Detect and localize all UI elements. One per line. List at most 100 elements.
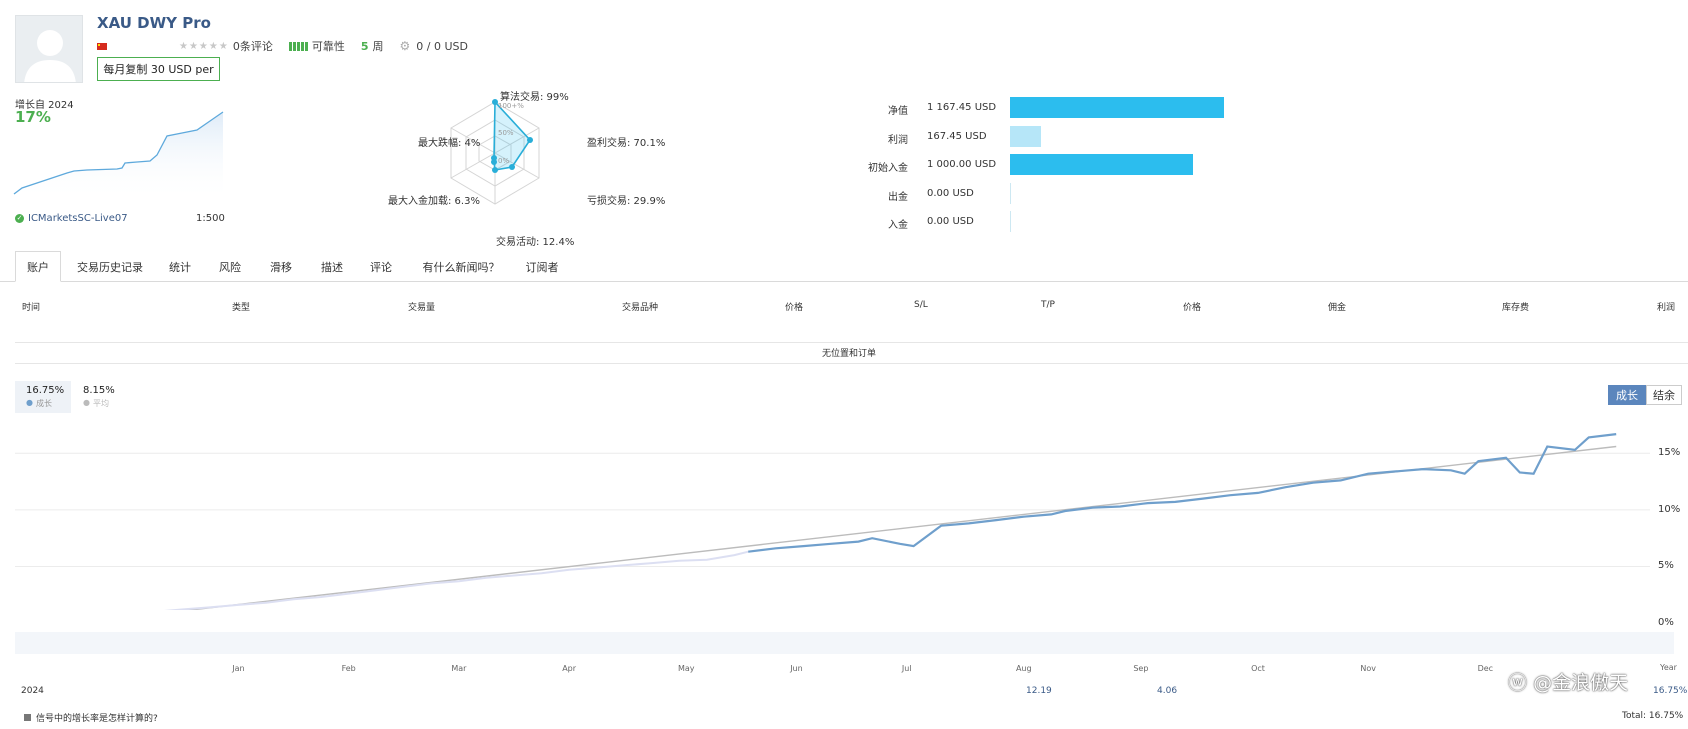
radar-profit-label: 盈利交易: 70.1% — [587, 138, 666, 149]
divider — [15, 342, 1688, 343]
radar-loss-label: 亏损交易: 29.9% — [587, 196, 666, 207]
growth-value: 17% — [15, 108, 51, 126]
radar-activity-label: 交易活动: 12.4% — [496, 237, 575, 248]
ma-stat-box[interactable]: 8.15% ● 平均 — [80, 381, 130, 413]
balance-label: 入金 — [888, 220, 908, 231]
tab-subscribers[interactable]: 订阅者 — [525, 260, 559, 274]
divider — [15, 363, 1688, 364]
growth-since-label: 增长自 2024 — [15, 100, 74, 111]
col-time: 时间 — [22, 303, 41, 313]
tab-statistics[interactable]: 统计 — [169, 260, 191, 274]
balance-value: 0.00 USD — [927, 187, 974, 199]
yearly-summary-row — [15, 632, 1674, 654]
tab-bar: 账户 交易历史记录 统计 风险 滑移 描述 评论 有什么新闻吗？ 订阅者 — [0, 251, 1688, 282]
ma-legend-dot: ● — [83, 398, 90, 407]
tab-news[interactable]: 有什么新闻吗？ — [422, 260, 500, 274]
signal-title[interactable]: XAU DWY Pro — [97, 14, 211, 32]
subscribers-funds: 0 / 0 USD — [416, 39, 468, 53]
col-type: 类型 — [232, 303, 251, 313]
leverage-value: 1:500 — [196, 213, 225, 224]
col-symbol: 交易品种 — [622, 303, 659, 313]
growth-stat-label: 成长 — [36, 399, 52, 408]
month-label: Sep — [1133, 664, 1149, 673]
broker-name[interactable]: ICMarketsSC-Live07 — [28, 213, 128, 224]
aug-return: 12.19 — [1026, 686, 1052, 696]
tab-description[interactable]: 描述 — [321, 260, 343, 274]
tab-account[interactable]: 账户 — [15, 251, 61, 282]
growth-toggle-button[interactable]: 成长 — [1608, 385, 1646, 405]
month-label: Nov — [1360, 664, 1377, 673]
radar-deposit-load-label: 最大入金加载: 6.3% — [388, 196, 480, 207]
month-label: Apr — [562, 664, 577, 673]
avatar[interactable] — [15, 15, 83, 83]
balance-bar — [1010, 125, 1041, 147]
balance-label: 初始入金 — [868, 163, 908, 174]
copy-subscribe-button[interactable]: 每月复制 30 USD per — [97, 57, 220, 81]
watermark-text: @金浪傲天 — [1533, 672, 1629, 694]
radar-chart: 100+% 50% 0% — [450, 99, 540, 205]
growth-legend-dot: ● — [26, 398, 33, 407]
user-silhouette-icon — [24, 30, 76, 82]
china-flag-icon — [97, 42, 107, 50]
rating-stars-icon: ★★★★★ — [179, 40, 229, 52]
growth-stat-box[interactable]: 16.75% ● 成长 — [15, 381, 71, 413]
radar-tick-0: 0% — [498, 157, 509, 165]
weeks-count: 5 — [360, 39, 369, 53]
col-tp: T/P — [1041, 300, 1055, 310]
tab-trade-history[interactable]: 交易历史记录 — [77, 260, 143, 274]
month-label: Oct — [1251, 664, 1265, 673]
growth-calc-text[interactable]: 信号中的增长率是怎样计算的? — [36, 714, 158, 724]
col-volume: 交易量 — [408, 303, 436, 313]
ma-stat-label: 平均 — [93, 399, 109, 408]
month-label: Jun — [790, 664, 803, 673]
month-label: Aug — [1015, 664, 1032, 673]
balance-label: 出金 — [888, 191, 908, 203]
year-label: 2024 — [21, 686, 44, 696]
growth-calc-link[interactable]: 信号中的增长率是怎样计算的? — [24, 711, 158, 724]
info-square-icon — [24, 714, 31, 721]
tab-risk[interactable]: 风险 — [219, 260, 241, 274]
balance-value: 167.45 USD — [927, 130, 987, 142]
balance-bar — [1010, 211, 1011, 232]
balance-value: 1 167.45 USD — [927, 102, 997, 113]
total-return: Total: 16.75% — [1622, 711, 1684, 721]
sep-return: 4.06 — [1157, 686, 1178, 696]
broker-server[interactable]: ✓ ICMarketsSC-Live07 — [15, 213, 128, 224]
reliability-label: 可靠性 — [311, 40, 345, 53]
balance-bar — [1010, 97, 1224, 118]
balance-label: 净值 — [888, 106, 908, 117]
profile-meta-row: ★★★★★ 0条评论 可靠性 5 周 ⚙ 0 / 0 USD — [97, 39, 468, 53]
weibo-icon: ⓦ — [1508, 672, 1528, 694]
tab-reviews[interactable]: 评论 — [370, 260, 392, 274]
month-label: Feb — [341, 664, 356, 673]
balance-bar — [1010, 154, 1193, 175]
year-column-label: Year — [1660, 663, 1677, 672]
tab-slippage[interactable]: 滑移 — [270, 260, 292, 274]
col-sl: S/L — [914, 300, 928, 310]
no-positions-text: 无位置和订单 — [822, 349, 877, 359]
month-label: May — [677, 664, 695, 673]
balance-toggle-button[interactable]: 结余 — [1646, 385, 1682, 405]
mini-growth-chart — [13, 111, 224, 201]
balance-value: 1 000.00 USD — [927, 159, 997, 170]
growth-chart — [15, 433, 1650, 610]
weeks-label: 周 — [372, 40, 384, 53]
balance-value: 0.00 USD — [927, 216, 974, 227]
month-label: Jan — [232, 664, 245, 673]
growth-stat-value: 16.75% — [26, 385, 65, 396]
subscribers-icon: ⚙ — [399, 39, 411, 53]
radar-drawdown-label: 最大跌幅: 4% — [418, 138, 481, 149]
radar-algo-label: 算法交易: 99% — [500, 92, 569, 103]
verified-check-icon: ✓ — [15, 214, 24, 223]
balance-label: 利润 — [888, 134, 908, 146]
reviews-count[interactable]: 0条评论 — [232, 40, 273, 53]
col-commission: 佣金 — [1328, 303, 1347, 313]
col-profit: 利润 — [1657, 303, 1676, 313]
month-label: Jul — [901, 664, 912, 673]
growth-series-line — [748, 433, 1617, 553]
year-total-return: 16.75% — [1653, 686, 1688, 696]
col-price-close: 价格 — [1183, 303, 1202, 313]
col-price-open: 价格 — [785, 303, 804, 313]
radar-tick-100: 100+% — [498, 102, 524, 110]
average-series-line — [184, 445, 1617, 610]
